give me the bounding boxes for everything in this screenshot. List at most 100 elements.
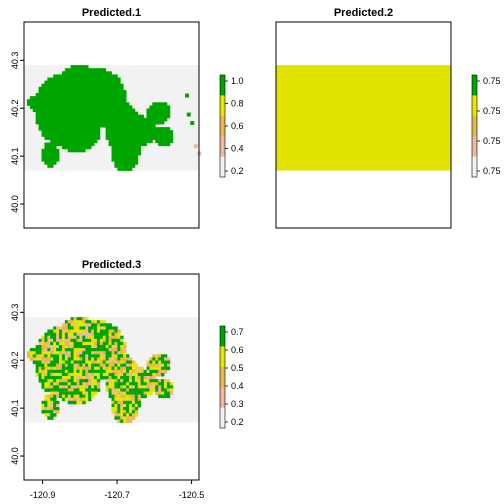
raster-cell [114, 164, 118, 168]
raster-cell [64, 117, 69, 122]
raster-cell [88, 354, 92, 358]
raster-cell [79, 102, 83, 106]
raster-cell [123, 354, 127, 358]
raster-cell [134, 145, 139, 150]
raster-cell [70, 369, 74, 374]
raster-cell [114, 366, 118, 371]
raster-cell [88, 77, 92, 82]
raster-cell [91, 86, 95, 91]
raster-cell [70, 83, 74, 88]
raster-cell [50, 341, 54, 346]
raster-cell [158, 117, 162, 122]
raster-cell [50, 332, 54, 337]
raster-cell [47, 89, 51, 94]
raster-cell [88, 142, 92, 147]
raster-cell [76, 372, 80, 377]
raster-cell [70, 360, 74, 365]
raster-cell [59, 366, 63, 371]
raster-cell [41, 410, 45, 414]
raster-cell [117, 357, 121, 361]
raster-cell [111, 369, 115, 374]
raster-cell [102, 80, 107, 85]
raster-cell [50, 158, 54, 162]
raster-cell [131, 130, 136, 134]
raster-cell [161, 382, 165, 386]
raster-cell [53, 111, 57, 116]
raster-cell [96, 77, 101, 82]
raster-cell [166, 108, 171, 113]
raster-cell [91, 382, 95, 386]
raster-cell [76, 400, 80, 405]
legend-tick-label: 0.4 [231, 381, 244, 391]
raster-cell [50, 130, 54, 134]
raster-cell [114, 379, 118, 383]
raster-cell [53, 136, 57, 140]
raster-cell [56, 114, 60, 119]
raster-cell [102, 117, 107, 122]
raster-cell [96, 372, 101, 377]
raster-cell [50, 357, 54, 361]
raster-cell [47, 329, 51, 334]
raster-cell [82, 108, 86, 113]
raster-cell [123, 155, 127, 159]
raster-cell [61, 77, 66, 82]
raster-cell [76, 108, 80, 113]
raster-cell [85, 117, 89, 122]
raster-cell [64, 96, 69, 100]
raster-cell [41, 341, 45, 346]
raster-cell [105, 369, 109, 374]
raster-cell [131, 111, 136, 116]
raster-cell [64, 105, 69, 109]
raster-cell [70, 65, 74, 69]
raster-cell [59, 139, 63, 144]
raster-cell [129, 114, 133, 119]
raster-cell [79, 117, 83, 122]
raster-cell [82, 105, 86, 109]
raster-cell [149, 133, 153, 137]
raster-cell [41, 376, 45, 380]
raster-cell [102, 320, 107, 324]
raster-cell [155, 130, 159, 134]
raster-cell [140, 369, 144, 374]
raster-cell [47, 151, 51, 156]
raster-cell [126, 105, 130, 109]
raster-cell [47, 108, 51, 113]
raster-cell [79, 335, 83, 340]
raster-cell [70, 363, 74, 368]
raster-cell [53, 385, 57, 389]
raster-cell [79, 385, 83, 389]
raster-cell [76, 96, 80, 100]
raster-cell [79, 68, 83, 72]
raster-cell [129, 372, 133, 377]
raster-cell [146, 120, 150, 125]
raster-cell [102, 351, 107, 355]
raster-cell [131, 382, 136, 386]
raster-cell [61, 335, 66, 340]
raster-cell [76, 74, 80, 78]
raster-cell [59, 369, 63, 374]
raster-cell [61, 341, 66, 346]
raster-cell [117, 413, 121, 417]
raster-cell [114, 120, 118, 125]
raster-cell [38, 351, 42, 355]
raster-cell [91, 77, 95, 82]
raster-cell [26, 99, 31, 103]
raster-cell [85, 136, 89, 140]
raster-cell [67, 394, 72, 399]
raster-cell [70, 148, 74, 153]
raster-cell [79, 133, 83, 137]
raster-cell [164, 133, 168, 137]
raster-cell [111, 108, 115, 113]
raster-cell [99, 326, 104, 330]
raster-cell [79, 372, 83, 377]
raster-cell [82, 89, 86, 94]
raster-cell [120, 108, 124, 113]
raster-cell [70, 385, 74, 389]
raster-cell [50, 394, 54, 399]
raster-cell [146, 369, 150, 374]
raster-cell [61, 111, 66, 116]
raster-cell [53, 93, 57, 97]
raster-cell [96, 338, 101, 343]
raster-cell [61, 354, 66, 358]
raster-cell [64, 124, 69, 128]
